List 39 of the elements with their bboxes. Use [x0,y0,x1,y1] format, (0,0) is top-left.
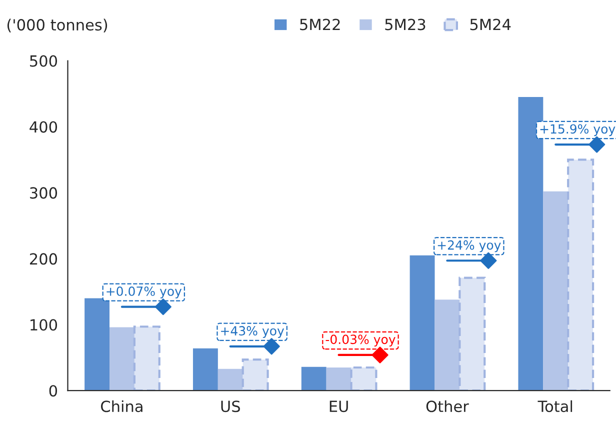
annotation: +15.9% yoy [540,124,616,136]
x-tick-label: Other [426,400,469,412]
x-tick-label: US [221,400,240,412]
y-tick-label: 0 [49,385,58,397]
point [154,298,172,316]
point [372,346,388,364]
bar [133,326,160,391]
bar [543,191,568,391]
x-tick-label: Total [538,400,572,412]
bar [301,366,326,391]
legend-label: 5M24 [470,18,511,30]
annotation: +43% yoy [221,326,284,338]
legend-label: 5M22 [300,18,340,30]
bar [242,358,269,391]
bar [326,368,352,391]
bar [110,327,134,391]
bar [410,255,435,391]
bar [458,276,486,391]
y-tick-label: 400 [30,121,58,133]
y-tick-label: 300 [30,187,58,199]
point [588,136,606,153]
annotation: -0.03% yoy [326,334,396,347]
bar [218,368,243,391]
annotation: +24% yoy [438,240,501,252]
legend-label: 5M23 [385,18,426,30]
y-tick-label: 500 [30,55,58,67]
bar [350,366,378,391]
bar [84,298,110,391]
bar [567,158,594,391]
y-tick-label: 200 [30,253,58,265]
bar [192,348,218,391]
y-tick-label: 100 [30,319,58,331]
x-tick-label: EU [330,400,348,412]
y-axis-title: ('000 tonnes) [7,18,108,32]
annotation: +0.07% yoy [106,286,182,298]
bar [434,300,460,391]
x-tick-label: China [101,400,142,412]
point [480,252,497,269]
point [263,338,280,355]
